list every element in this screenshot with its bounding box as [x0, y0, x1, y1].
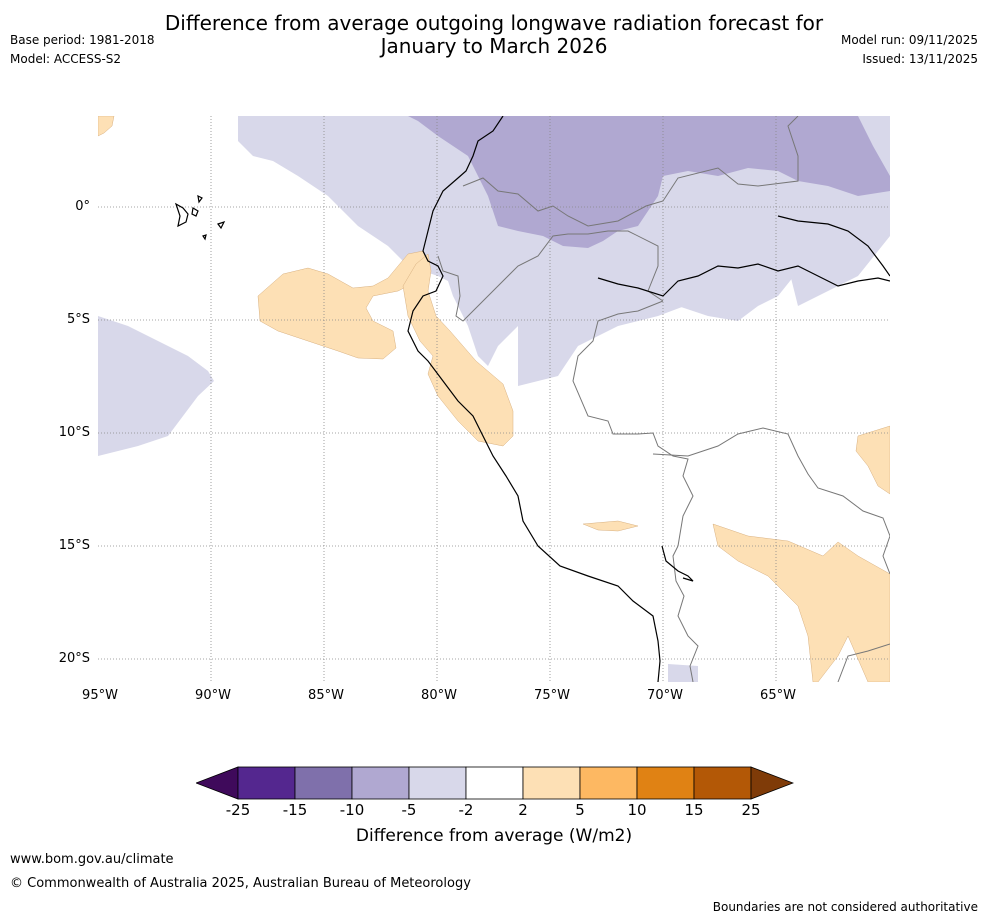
lat-label-15s: 15°S: [58, 538, 90, 553]
lake-titicaca: [661, 545, 694, 582]
border-peru-ecuador-colombia: [437, 230, 664, 322]
galapagos-island-pinta: [197, 194, 203, 204]
colorbar-bin-9: [693, 766, 752, 800]
colorbar-bin-4: [408, 766, 467, 800]
light-negative-northeast: [858, 116, 890, 176]
positive-coastal-strip: [402, 253, 514, 447]
galapagos-island-san-cristobal: [217, 220, 226, 230]
colorbar-bin-6: [522, 766, 581, 800]
border-bolivia-brazil: [652, 427, 890, 575]
colorbar-bin-3: [351, 766, 410, 800]
positive-small-streak: [582, 520, 639, 532]
colorbar-label: 5: [575, 801, 585, 819]
title-line-2: January to March 2026: [380, 34, 608, 58]
border-paraguay: [837, 643, 890, 682]
lon-label-95w: 95°W: [82, 688, 118, 703]
coastlines: [174, 116, 890, 682]
colorbar-label: -25: [225, 801, 251, 819]
moderate-negative-north: [408, 116, 890, 248]
colorbar-label: -15: [282, 801, 308, 819]
colorbar-label: -10: [339, 801, 365, 819]
light-negative-east: [658, 216, 798, 321]
colorbar-arrow-low: [196, 766, 239, 800]
title-line-1: Difference from average outgoing longwav…: [164, 11, 824, 35]
lon-label-80w: 80°W: [421, 688, 457, 703]
border-peru-brazil-bolivia: [572, 300, 694, 547]
light-negative-south: [668, 664, 698, 682]
galapagos-island-santa-cruz: [191, 207, 199, 217]
colorbar: [196, 766, 794, 800]
colorbar-label: -5: [401, 801, 417, 819]
boundaries-disclaimer: Boundaries are not considered authoritat…: [712, 900, 978, 914]
colorbar-label: 2: [518, 801, 528, 819]
colorbar-title: Difference from average (W/m2): [355, 826, 633, 846]
map-plot: [98, 116, 890, 682]
anomaly-moderate-negative: [408, 116, 890, 248]
west-coastline: [407, 116, 661, 682]
lat-label-5s: 5°S: [66, 312, 90, 327]
colorbar-bin-8: [636, 766, 695, 800]
lon-label-85w: 85°W: [308, 688, 344, 703]
model-label: Model: ACCESS-S2: [10, 52, 122, 66]
positive-nw-corner: [98, 116, 115, 137]
lon-label-65w: 65°W: [760, 688, 796, 703]
colorbar-label: 10: [627, 801, 647, 819]
bom-url-link[interactable]: www.bom.gov.au/climate: [10, 852, 174, 867]
positive-southeast: [712, 523, 890, 682]
base-period-label: Base period: 1981-2018: [10, 33, 155, 47]
river-north-branch: [777, 215, 890, 277]
colorbar-arrow-high: [750, 766, 794, 800]
colorbar-label: 15: [684, 801, 704, 819]
galapagos-island-isabela: [174, 202, 189, 228]
colorbar-bin-1: [237, 766, 296, 800]
colorbar-bin-2: [294, 766, 353, 800]
lat-label-20s: 20°S: [58, 651, 90, 666]
colorbar-label: 25: [741, 801, 761, 819]
map-title: Difference from average outgoing longwav…: [0, 12, 988, 58]
lat-label-0: 0°: [75, 199, 90, 214]
graticule: [98, 116, 890, 682]
lat-label-10s: 10°S: [58, 425, 90, 440]
anomaly-light-positive: [98, 116, 890, 682]
copyright-notice: © Commonwealth of Australia 2025, Austra…: [10, 876, 471, 891]
amazon-river: [597, 263, 890, 297]
border-colombia-ecuador-venezuela: [462, 116, 799, 227]
issued-label: Issued: 13/11/2025: [862, 52, 978, 66]
country-borders: [437, 116, 890, 682]
model-run-label: Model run: 09/11/2025: [840, 33, 978, 47]
positive-offshore-blob: [257, 250, 429, 360]
colorbar-bin-7: [579, 766, 638, 800]
light-negative-west-pacific: [98, 316, 214, 456]
colorbar-label: -2: [458, 801, 474, 819]
border-bolivia-chile-argentina: [672, 545, 699, 682]
colorbar-bin-5: [465, 766, 524, 800]
light-negative-north: [238, 116, 890, 386]
galapagos-island-espanola: [202, 234, 207, 241]
lon-label-75w: 75°W: [534, 688, 570, 703]
lon-label-70w: 70°W: [647, 688, 683, 703]
lon-label-90w: 90°W: [195, 688, 231, 703]
positive-east-edge: [855, 425, 890, 495]
